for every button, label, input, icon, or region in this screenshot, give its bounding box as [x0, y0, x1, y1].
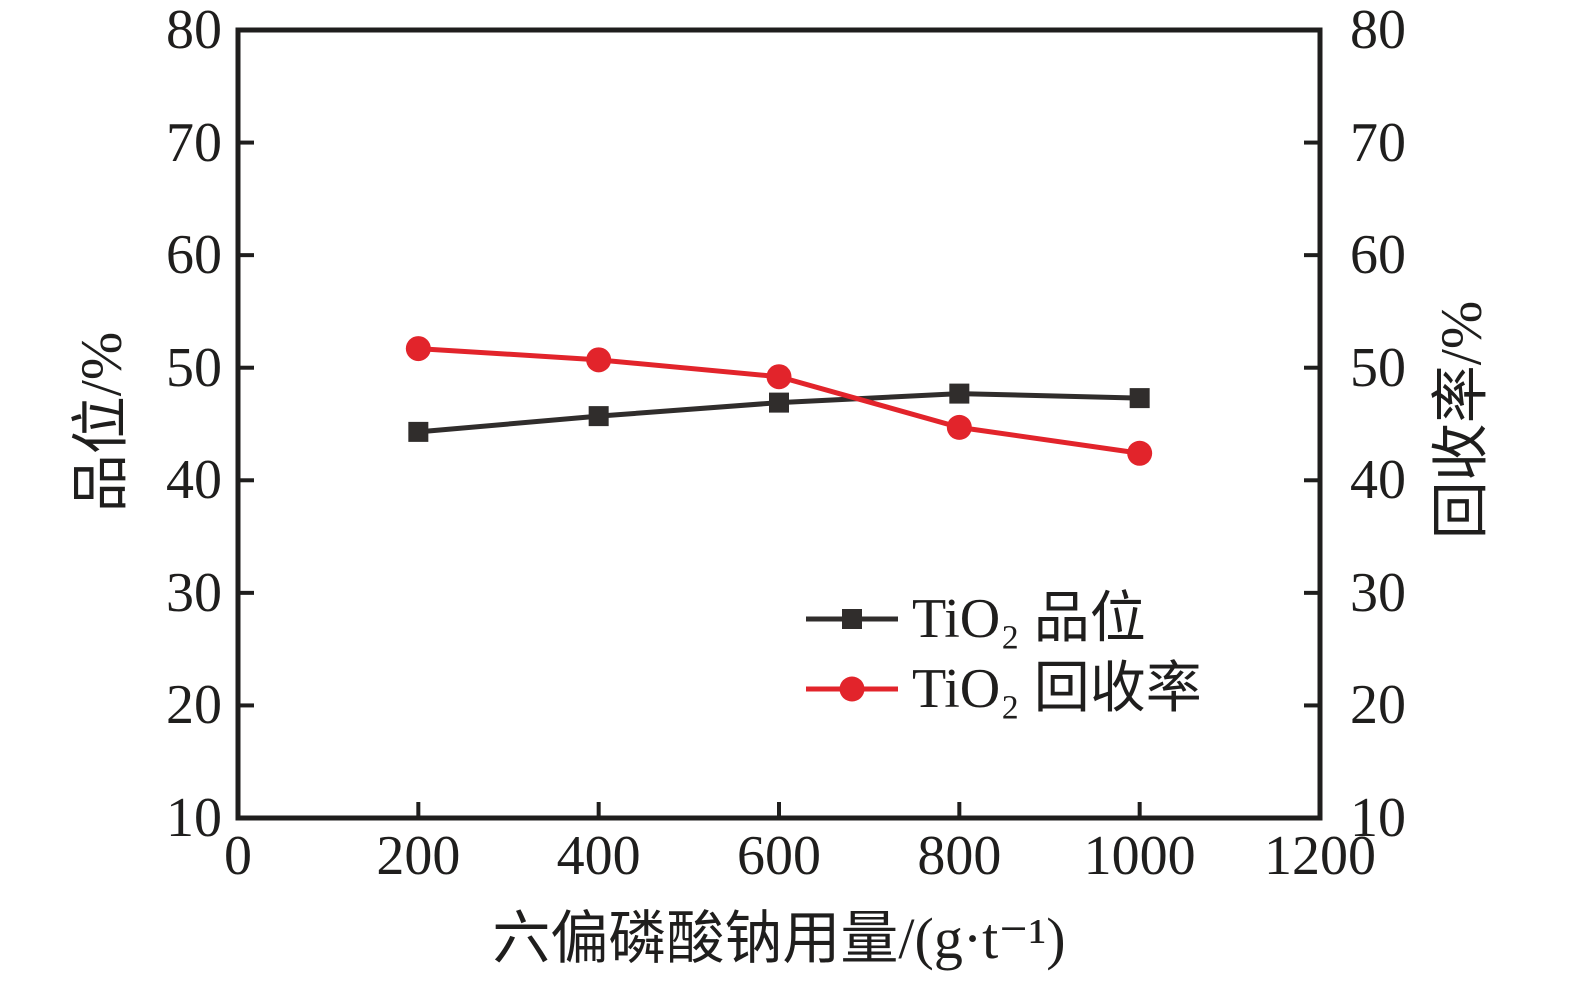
series-1-marker: [586, 347, 612, 373]
series-1-marker: [766, 364, 792, 390]
x-tick-label: 400: [556, 825, 641, 887]
y-left-tick-label: 40: [166, 449, 222, 512]
x-axis-title: 六偏磷酸钠用量/(g·t⁻¹): [492, 906, 1066, 971]
series-1-marker: [946, 414, 972, 440]
recovery-circle-marker-icon: [839, 676, 865, 702]
series-1-marker: [1127, 440, 1153, 466]
axis-ticks: [236, 28, 1322, 820]
series-0-marker: [588, 406, 609, 427]
grade-series-key: [806, 604, 898, 634]
y-left-tick-label: 10: [166, 787, 222, 849]
grade-square-marker-icon: [842, 609, 862, 629]
x-tick-label: 0: [224, 825, 252, 887]
legend-item-grade: TiO₂ 品位: [806, 584, 1202, 654]
y-left-tick-label: 70: [166, 111, 222, 174]
recovery-series-key: [806, 674, 898, 704]
x-tick-label: 800: [917, 825, 1002, 887]
y-axis-title-right: 回收率/%: [1428, 300, 1494, 540]
legend-label-grade: TiO₂ 品位: [912, 588, 1146, 650]
y-right-tick-label: 30: [1350, 561, 1406, 624]
legend-label-recovery: TiO₂ 回收率: [912, 658, 1202, 720]
x-tick-label: 200: [376, 825, 461, 887]
y-right-tick-label: 20: [1350, 674, 1406, 737]
series-0-marker: [1129, 388, 1150, 409]
y-left-tick-label: 80: [166, 0, 222, 61]
y-right-tick-label: 10: [1350, 787, 1406, 849]
y-right-tick-label: 60: [1350, 224, 1406, 287]
series-1-marker: [405, 336, 431, 362]
x-tick-label: 1200: [1264, 825, 1376, 887]
y-right-tick-label: 50: [1350, 336, 1406, 399]
legend: TiO₂ 品位 TiO₂ 回收率: [806, 584, 1202, 724]
y-right-tick-label: 80: [1350, 0, 1406, 61]
y-left-tick-label: 60: [166, 224, 222, 287]
y-right-tick-label: 40: [1350, 449, 1406, 512]
y-axis-title-left: 品位/%: [68, 331, 134, 513]
series-0-marker: [408, 421, 429, 442]
y-right-tick-label: 70: [1350, 111, 1406, 174]
series-0-marker: [949, 383, 970, 404]
y-left-tick-label: 30: [166, 561, 222, 624]
y-left-tick-label: 20: [166, 674, 222, 737]
series-0-marker: [769, 392, 789, 413]
y-left-tick-label: 50: [166, 336, 222, 399]
legend-item-recovery: TiO₂ 回收率: [806, 654, 1202, 724]
x-tick-label: 600: [737, 825, 821, 887]
series-1-group: [405, 336, 1153, 466]
x-tick-label: 1000: [1083, 825, 1196, 887]
series-0-group: [408, 383, 1150, 442]
